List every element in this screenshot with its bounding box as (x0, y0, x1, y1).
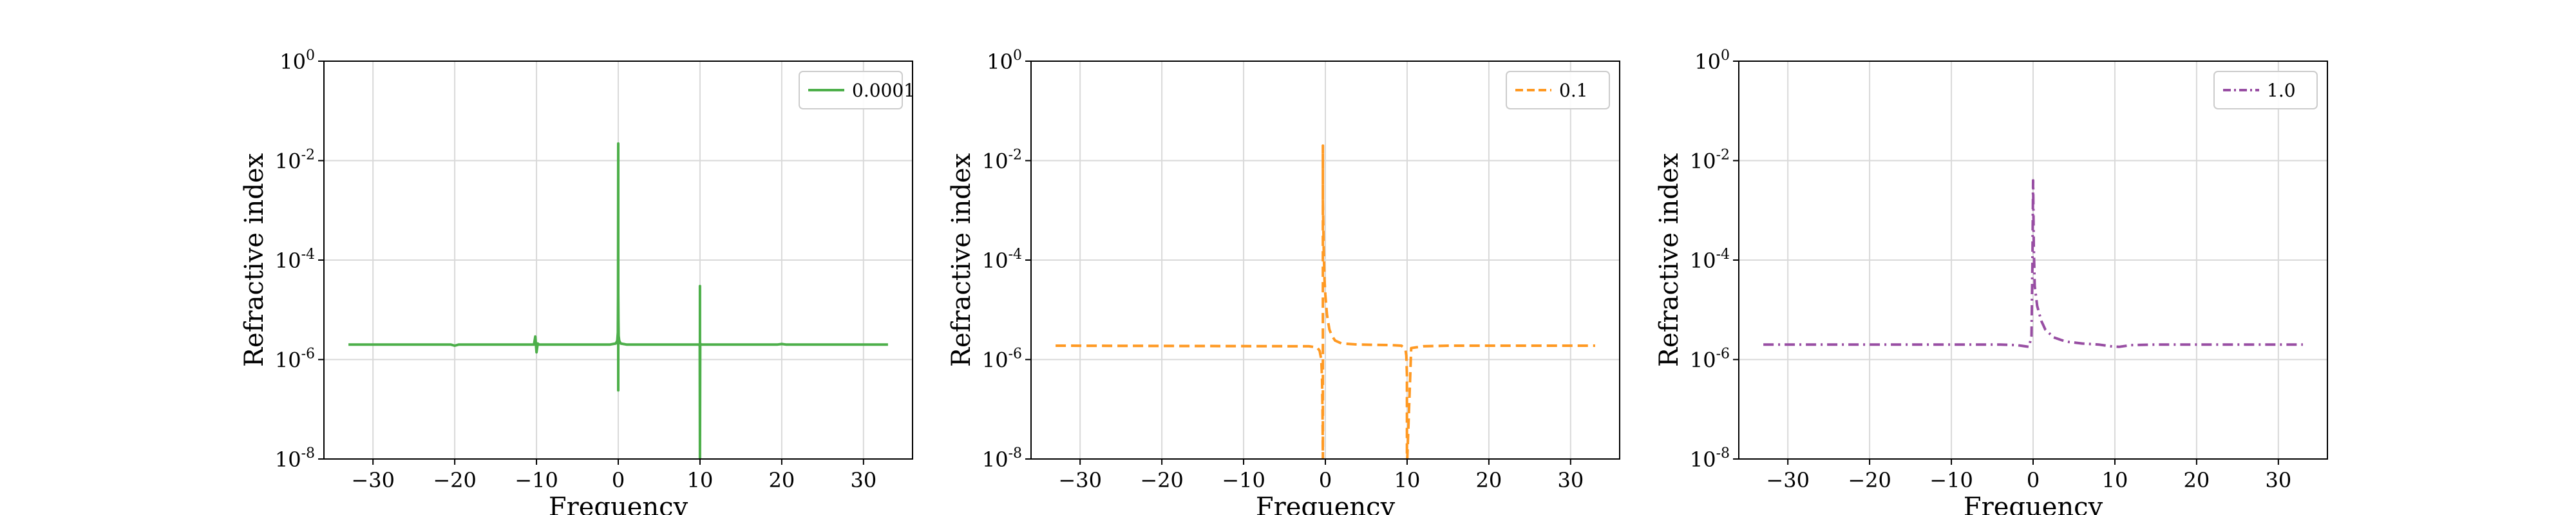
y-tick-base: 10 (275, 348, 301, 373)
x-axis-label: Frequency (1256, 492, 1396, 515)
y-tick-exponent: -8 (1716, 445, 1730, 462)
y-axis-label: Refractive index (240, 153, 269, 367)
y-tick-base: 10 (1690, 348, 1716, 373)
y-tick-label: 10-8 (275, 445, 315, 472)
x-tick-label: −10 (515, 468, 558, 492)
y-tick-base: 10 (982, 149, 1009, 174)
x-tick-label: 10 (2102, 468, 2128, 492)
x-tick-label: 10 (687, 468, 714, 492)
y-tick-label: 10-4 (982, 247, 1022, 273)
x-tick-label: 0 (2027, 468, 2040, 492)
y-tick-label: 10-4 (275, 247, 315, 273)
y-tick-exponent: -4 (301, 247, 315, 263)
series-line-1.0 (1763, 179, 2303, 348)
y-tick-exponent: 0 (1013, 48, 1022, 64)
y-tick-label: 10-4 (1690, 247, 1730, 273)
x-tick-label: 30 (1557, 468, 1584, 492)
x-tick-label: 20 (1476, 468, 1502, 492)
x-tick-label: 10 (1394, 468, 1421, 492)
y-axis-label: Refractive index (947, 153, 976, 367)
series-line-0.0001 (348, 142, 888, 459)
y-tick-label: 10-2 (982, 147, 1022, 174)
x-tick-label: −30 (351, 468, 395, 492)
y-tick-label: 10-6 (275, 346, 315, 373)
x-axis-label: Frequency (549, 492, 688, 515)
x-tick-label: −20 (1848, 468, 1891, 492)
x-tick-label: −10 (1929, 468, 1973, 492)
legend-box (799, 71, 903, 109)
y-tick-exponent: -2 (1009, 147, 1022, 164)
x-tick-label: −30 (1058, 468, 1102, 492)
y-tick-label: 10-6 (1690, 346, 1730, 373)
y-tick-exponent: 0 (1721, 48, 1730, 64)
subplot-2: −30 −20 −10 0 10 20 3010-810-610-410-2100Frequ… (947, 48, 1620, 515)
y-tick-exponent: -4 (1716, 247, 1730, 263)
y-tick-exponent: 0 (306, 48, 315, 64)
x-tick-label: −30 (1766, 468, 1810, 492)
y-tick-base: 10 (1690, 447, 1716, 472)
subplot-1: −30 −20 −10 0 10 20 3010-810-610-410-2100Frequ… (240, 48, 915, 515)
legend: 1.0 (2213, 71, 2318, 109)
y-tick-exponent: -6 (1009, 346, 1022, 362)
y-tick-base: 10 (1694, 50, 1721, 74)
series-line-0.1 (1056, 144, 1595, 459)
y-axis-label: Refractive index (1654, 153, 1684, 367)
subplot-3: −30 −20 −10 0 10 20 3010-810-610-410-2100Frequ… (1654, 48, 2328, 515)
y-tick-base: 10 (275, 149, 301, 174)
y-tick-exponent: -4 (1009, 247, 1022, 263)
legend-box (2213, 71, 2318, 109)
y-tick-label: 10-8 (982, 445, 1022, 472)
y-tick-label: 10-2 (1690, 147, 1730, 174)
x-tick-label: 0 (612, 468, 625, 492)
legend-label: 1.0 (2267, 80, 2296, 101)
y-tick-exponent: -6 (1716, 346, 1730, 362)
y-tick-label: 10-6 (982, 346, 1022, 373)
y-tick-base: 10 (1690, 149, 1716, 174)
y-tick-exponent: -2 (1716, 147, 1730, 164)
y-tick-base: 10 (987, 50, 1013, 74)
y-tick-base: 10 (982, 348, 1009, 373)
y-tick-label: 100 (1694, 48, 1730, 74)
x-tick-label: 30 (2265, 468, 2291, 492)
y-tick-label: 10-8 (1690, 445, 1730, 472)
y-tick-base: 10 (1690, 248, 1716, 273)
y-tick-base: 10 (982, 248, 1009, 273)
x-tick-label: 0 (1319, 468, 1332, 492)
y-tick-exponent: -8 (301, 445, 315, 462)
legend-label: 0.1 (1559, 80, 1588, 101)
x-tick-label: −20 (1140, 468, 1184, 492)
x-tick-label: −20 (433, 468, 477, 492)
x-axis-label: Frequency (1964, 492, 2103, 515)
y-tick-base: 10 (279, 50, 306, 74)
y-tick-base: 10 (275, 447, 301, 472)
x-tick-label: −10 (1222, 468, 1265, 492)
y-tick-exponent: -6 (301, 346, 315, 362)
legend: 0.1 (1506, 71, 1610, 109)
y-tick-label: 100 (279, 48, 315, 74)
y-tick-exponent: -2 (301, 147, 315, 164)
x-tick-label: 20 (769, 468, 795, 492)
y-tick-label: 100 (987, 48, 1022, 74)
legend-label: 0.0001 (852, 80, 915, 101)
y-tick-exponent: -8 (1009, 445, 1022, 462)
y-tick-label: 10-2 (275, 147, 315, 174)
x-tick-label: 20 (2184, 468, 2210, 492)
x-tick-label: 30 (850, 468, 876, 492)
y-tick-base: 10 (275, 248, 301, 273)
legend: 0.0001 (799, 71, 915, 109)
legend-box (1506, 71, 1610, 109)
y-tick-base: 10 (982, 447, 1009, 472)
